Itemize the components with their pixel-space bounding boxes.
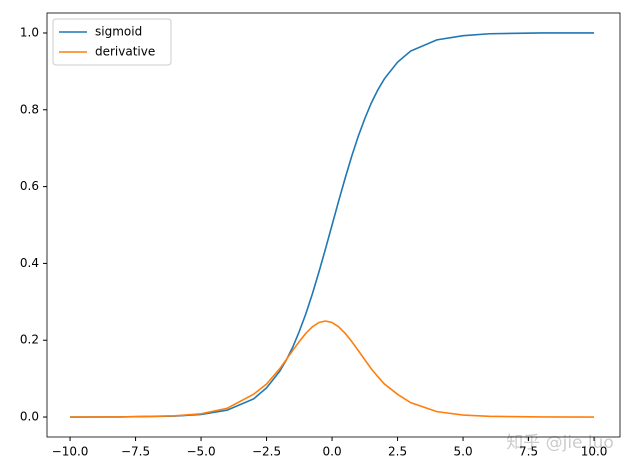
line-series bbox=[70, 32, 595, 418]
y-tick-label: 0.2 bbox=[20, 333, 39, 347]
x-tick-label: −5.0 bbox=[186, 445, 215, 459]
y-tick-label: 0.0 bbox=[20, 410, 39, 424]
y-tick-label: 1.0 bbox=[20, 25, 39, 39]
y-tick-label: 0.6 bbox=[20, 179, 39, 193]
y-tick-label: 0.4 bbox=[20, 256, 39, 270]
watermark: 知乎 @jie.luo bbox=[506, 433, 614, 453]
legend-label: sigmoid bbox=[95, 25, 142, 39]
plot-frame bbox=[46, 12, 621, 438]
legend-label: derivative bbox=[95, 45, 155, 59]
x-tick-label: 0.0 bbox=[323, 445, 342, 459]
legend-box bbox=[52, 18, 172, 66]
x-tick-label: 7.5 bbox=[519, 445, 538, 459]
y-tick-label: 0.8 bbox=[20, 102, 39, 116]
x-tick-label: 2.5 bbox=[388, 445, 407, 459]
x-tick-label: −7.5 bbox=[121, 445, 150, 459]
x-tick-label: −2.5 bbox=[252, 445, 281, 459]
x-tick-label: 5.0 bbox=[454, 445, 473, 459]
x-tick-label: 10.0 bbox=[581, 445, 608, 459]
line-series bbox=[70, 320, 595, 418]
x-tick-label: −10.0 bbox=[52, 445, 89, 459]
